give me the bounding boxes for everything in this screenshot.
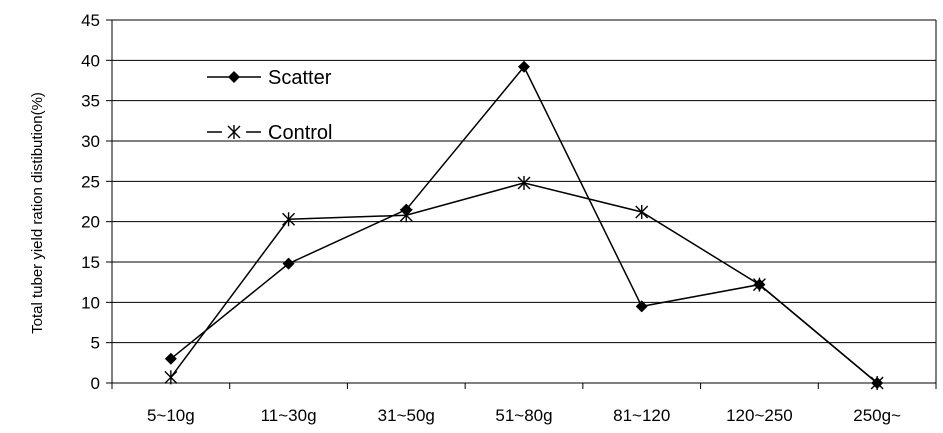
- series-line-scatter: [170, 65, 878, 384]
- data-point-scatter: [518, 60, 530, 73]
- x-tick-label: 250g~: [853, 406, 901, 425]
- y-tick-label: 10: [81, 293, 100, 312]
- data-point-scatter: [282, 257, 295, 270]
- legend-scatter-marker: [228, 71, 240, 83]
- tick-labels: 0 5 10 15 20 25 30 35 40 45 5~10g 11~30g 31~50g 51~80…: [81, 11, 901, 425]
- y-axis-title: Total tuber yield ration distibution(%): [29, 92, 46, 334]
- x-tick-label: 11~30g: [261, 406, 317, 425]
- legend: Scatter Control: [207, 67, 332, 144]
- x-tick-label: 31~50g: [378, 406, 435, 425]
- data-point-control: [635, 204, 649, 219]
- y-tick-label: 15: [81, 253, 100, 272]
- legend-control-marker: [227, 125, 241, 139]
- x-tick-label: 5~10g: [147, 406, 195, 425]
- legend-scatter-label: Scatter: [268, 67, 332, 89]
- y-tick-label: 45: [81, 11, 100, 30]
- data-point-control: [282, 212, 296, 227]
- y-tick-label: 30: [81, 132, 100, 151]
- data-point-control: [164, 370, 178, 385]
- data-point-control: [752, 277, 766, 292]
- y-tick-label: 20: [81, 213, 100, 232]
- data-point-control: [870, 376, 884, 390]
- series-line-control: [170, 182, 878, 384]
- legend-control-label: Control: [268, 122, 332, 144]
- y-tick-label: 40: [81, 51, 100, 70]
- data-point-control: [517, 175, 531, 190]
- data-point-control: [399, 208, 413, 223]
- x-tick-label: 120~250: [726, 406, 793, 425]
- data-point-scatter: [635, 300, 648, 313]
- axes: [106, 19, 937, 389]
- x-tick-label: 51~80g: [495, 406, 552, 425]
- y-tick-label: 35: [81, 92, 100, 111]
- x-tick-label: 81~120: [613, 406, 670, 425]
- y-tick-label: 25: [81, 172, 100, 191]
- series: [164, 60, 884, 390]
- y-tick-label: 5: [91, 334, 100, 353]
- data-point-scatter: [164, 352, 177, 365]
- y-tick-label: 0: [91, 374, 100, 393]
